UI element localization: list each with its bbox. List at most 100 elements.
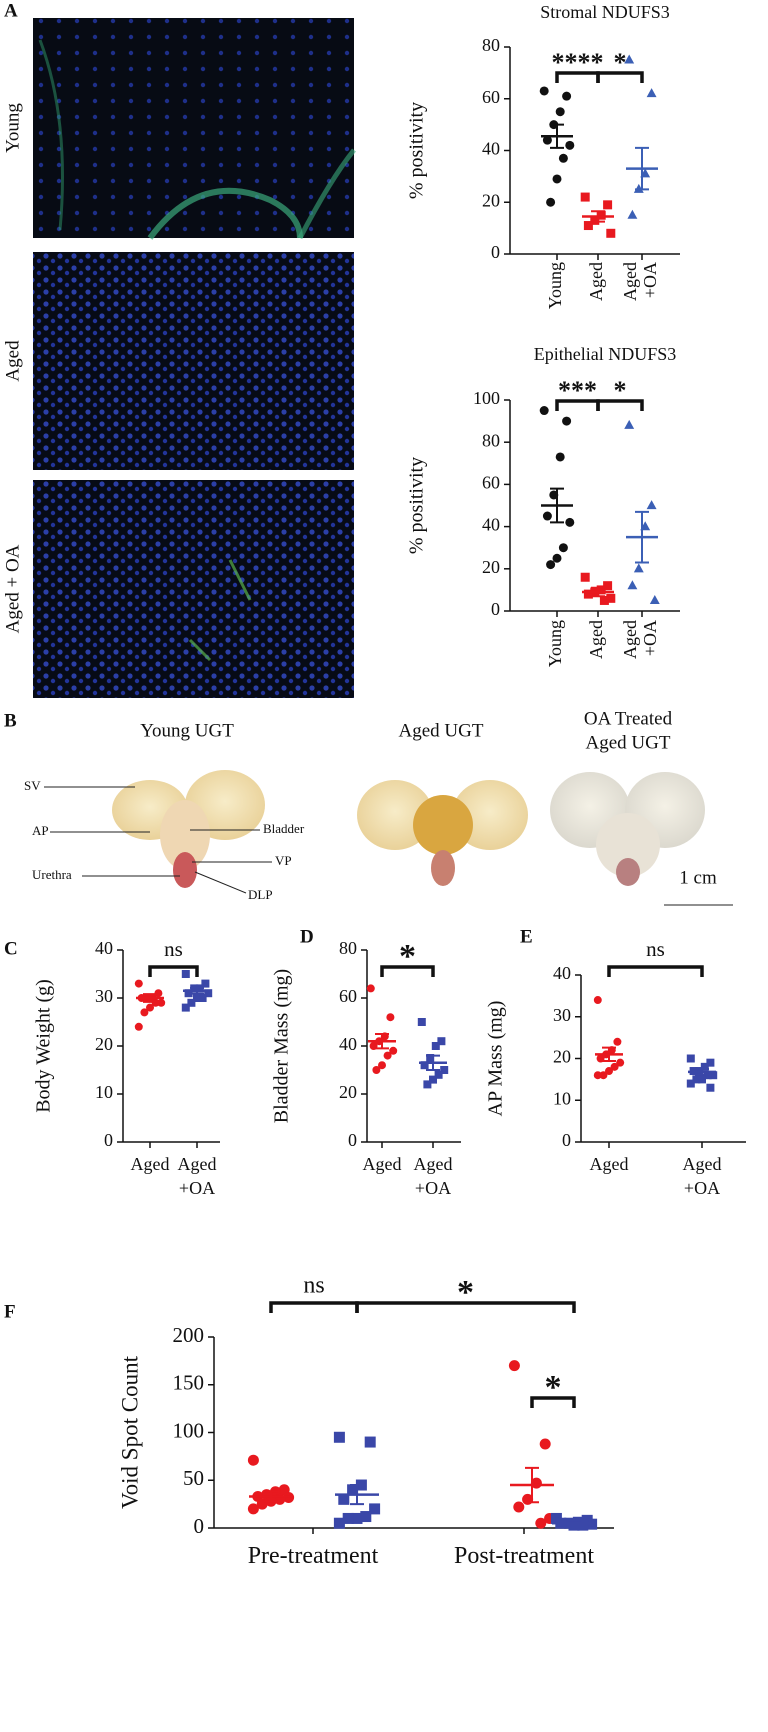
data-point (423, 1080, 432, 1089)
micrograph (33, 18, 354, 238)
y-axis-label: Void Spot Count (117, 1355, 142, 1509)
x-tick-label: Aged+OA (683, 1154, 722, 1198)
data-point (583, 221, 593, 231)
data-point (616, 1058, 625, 1067)
y-tick-label: 0 (491, 242, 500, 262)
data-point (146, 1003, 154, 1012)
data-point (134, 979, 143, 988)
y-tick-label: 40 (553, 963, 571, 983)
data-point (184, 989, 193, 998)
scale-bar-label: 1 cm (679, 867, 717, 888)
micrograph-feature (38, 39, 64, 231)
error-bar (635, 146, 649, 191)
data-point (646, 500, 657, 510)
data-point (351, 1512, 363, 1524)
y-tick-label: 60 (482, 473, 500, 493)
micrograph-feature (188, 559, 252, 662)
significance-label: * (614, 376, 627, 405)
significance-label: * (457, 1274, 474, 1311)
data-point (552, 174, 562, 184)
error-bar (375, 1033, 389, 1050)
y-tick-label: 0 (562, 1130, 571, 1150)
y-axis-label: Body Weight (g) (33, 979, 55, 1113)
data-point (440, 1066, 449, 1074)
significance-bracket (355, 1301, 576, 1313)
annotation: VP (275, 853, 292, 868)
data-point (700, 1062, 709, 1071)
data-point (181, 1003, 190, 1012)
data-point (546, 197, 556, 207)
data-point (347, 1484, 359, 1496)
data-point (593, 1071, 602, 1080)
data-point (542, 511, 552, 521)
data-point (565, 140, 575, 150)
y-axis-label: AP Mass (mg) (485, 1001, 507, 1117)
significance-bracket (607, 965, 704, 977)
data-point (633, 563, 644, 573)
data-point (606, 228, 616, 238)
data-point (577, 1519, 589, 1531)
data-point (649, 595, 660, 605)
data-point (580, 192, 590, 202)
data-point (157, 998, 166, 1007)
data-point (593, 996, 602, 1005)
y-tick-label: 200 (173, 1323, 205, 1347)
data-point (333, 1431, 345, 1443)
x-tick-label: Aged+OA (178, 1154, 217, 1198)
data-point (562, 416, 572, 426)
y-axis-label: Bladder Mass (mg) (271, 969, 293, 1123)
x-tick-label: Aged (586, 262, 606, 301)
data-point (558, 543, 568, 553)
photo (550, 772, 705, 886)
error-bar (591, 586, 605, 598)
significance-label: **** (552, 48, 604, 77)
data-point (603, 200, 613, 210)
y-tick-label: 40 (482, 515, 500, 535)
x-tick-label: Aged+OA (414, 1154, 453, 1198)
panel-label: D (300, 926, 314, 947)
data-point (508, 1360, 520, 1372)
data-point (431, 1042, 440, 1050)
data-point (539, 1438, 551, 1450)
data-point (590, 215, 600, 225)
significance-label: * (545, 1369, 562, 1406)
data-point (417, 1018, 426, 1026)
error-bar (550, 487, 564, 524)
data-point (513, 1501, 525, 1513)
data-point (624, 54, 635, 64)
micrograph-label: Aged + OA (2, 544, 23, 633)
photo-title: OA Treated (584, 708, 673, 729)
data-point (599, 1071, 608, 1080)
data-point (706, 1083, 715, 1092)
data-point (140, 1008, 149, 1017)
data-point (333, 1517, 345, 1529)
y-tick-label: 30 (553, 1005, 571, 1025)
data-point (369, 1503, 381, 1515)
data-point (539, 406, 549, 416)
data-point (580, 572, 590, 582)
significance-label: * (614, 48, 627, 77)
y-tick-label: 50 (183, 1466, 204, 1490)
x-tick-label: Post-treatment (454, 1543, 594, 1569)
data-point (434, 1070, 443, 1079)
data-point (389, 1046, 398, 1055)
data-point (542, 135, 552, 145)
panel-label: F (4, 1301, 16, 1322)
data-point (437, 1037, 446, 1046)
micrograph (33, 480, 354, 698)
error-bar (602, 1046, 616, 1063)
significance-bracket (596, 71, 644, 83)
significance-label: ns (303, 1273, 324, 1299)
data-point (366, 984, 375, 993)
error-bar (350, 1484, 364, 1506)
data-point (599, 595, 609, 605)
data-point (247, 1503, 259, 1515)
data-point (360, 1511, 372, 1523)
data-point (583, 589, 593, 599)
y-tick-label: 0 (104, 1130, 113, 1150)
annotation: DLP (248, 887, 273, 902)
data-point (627, 580, 638, 590)
y-tick-label: 20 (482, 190, 500, 210)
x-tick-label: Aged (363, 1154, 402, 1174)
